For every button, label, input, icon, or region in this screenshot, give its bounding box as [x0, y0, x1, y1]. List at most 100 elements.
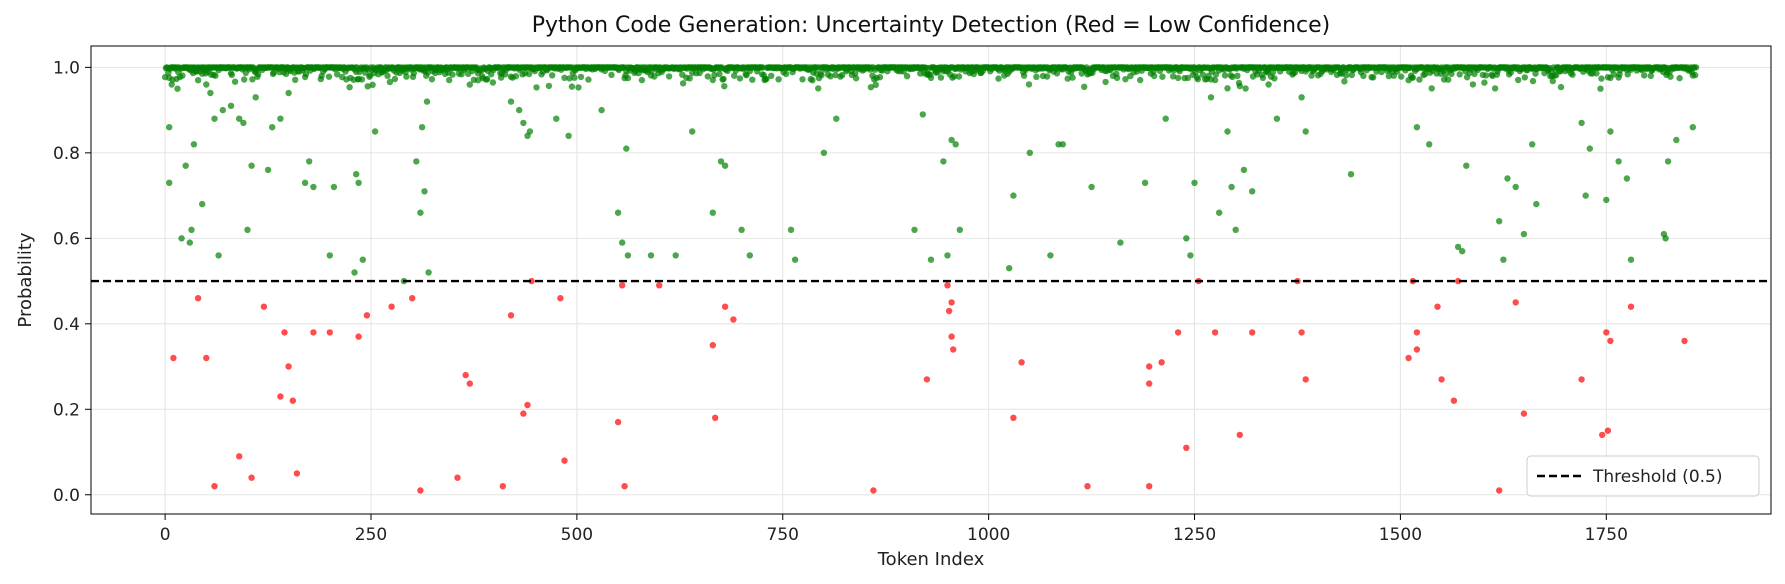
data-point-high: [1043, 73, 1051, 80]
data-point-low: [621, 483, 628, 490]
data-point-low: [211, 483, 218, 490]
data-point-high: [371, 128, 379, 135]
data-point-high: [1236, 82, 1244, 90]
data-point-low: [1211, 329, 1219, 336]
data-point-high: [1481, 79, 1488, 86]
data-point-high: [512, 73, 520, 80]
data-point-high: [231, 78, 239, 85]
data-point-low: [277, 393, 284, 400]
data-point-high: [852, 70, 859, 77]
data-point-high: [955, 73, 963, 80]
data-point-low: [619, 282, 626, 289]
data-point-high: [1385, 72, 1393, 80]
data-point-high: [1624, 71, 1631, 78]
data-point-low: [1010, 414, 1017, 421]
data-point-low: [524, 401, 531, 409]
data-point-high: [1122, 76, 1129, 83]
data-point-low: [310, 329, 317, 336]
data-point-low: [409, 295, 416, 302]
data-point-low: [520, 410, 527, 417]
data-point-high: [186, 239, 193, 246]
data-point-high: [525, 70, 533, 78]
data-point-high: [689, 128, 696, 135]
data-point-high: [1347, 171, 1355, 178]
data-point-low: [507, 312, 515, 319]
data-point-high: [1597, 85, 1604, 92]
data-point-high: [346, 84, 353, 91]
data-point-high: [1224, 128, 1231, 135]
data-point-high: [1047, 252, 1054, 259]
data-point-low: [1434, 303, 1441, 310]
data-point-high: [423, 98, 431, 105]
data-point-high: [1069, 74, 1076, 81]
data-point-high: [872, 81, 879, 89]
data-point-high: [940, 158, 947, 165]
data-point-high: [474, 77, 482, 84]
data-point-low: [1302, 376, 1309, 383]
data-point-high: [533, 84, 540, 91]
data-point-high: [665, 73, 673, 80]
data-point-low: [1627, 303, 1635, 310]
data-point-high: [228, 71, 235, 79]
data-point-high: [355, 179, 362, 186]
data-point-high: [1199, 71, 1207, 78]
data-point-high: [1088, 183, 1095, 191]
data-point-low: [326, 329, 333, 336]
data-point-low: [1520, 410, 1528, 417]
data-point-high: [252, 94, 259, 101]
data-point-high: [1520, 230, 1528, 238]
data-point-low: [499, 483, 506, 490]
data-point-low: [561, 457, 568, 464]
data-point-high: [876, 74, 884, 81]
data-point-high: [1413, 124, 1421, 131]
data-point-high: [384, 72, 391, 80]
data-point-high: [1500, 256, 1507, 263]
data-point-high: [178, 235, 185, 242]
data-point-high: [240, 119, 247, 127]
data-point-high: [775, 76, 782, 83]
data-point-high: [1416, 76, 1423, 83]
data-point-high: [358, 76, 366, 83]
x-tick-label: 1750: [1585, 525, 1628, 545]
data-point-high: [182, 162, 189, 169]
data-point-high: [1607, 128, 1614, 135]
data-point-high: [577, 73, 585, 81]
data-point-high: [738, 226, 745, 233]
data-point-high: [1221, 72, 1229, 79]
data-point-high: [425, 269, 432, 276]
data-point-high: [1240, 166, 1248, 174]
data-point-low: [1578, 376, 1585, 383]
data-point-low: [656, 282, 663, 289]
data-point-high: [168, 81, 175, 88]
data-point-high: [1496, 218, 1503, 225]
data-point-high: [1232, 226, 1239, 233]
data-point-high: [194, 77, 202, 84]
data-point-high: [1662, 235, 1669, 242]
data-point-high: [1533, 200, 1540, 208]
data-point-low: [923, 376, 931, 383]
data-point-high: [449, 71, 456, 78]
data-point-high: [763, 75, 770, 83]
data-point-high: [1647, 72, 1655, 80]
data-point-high: [403, 73, 410, 80]
data-point-high: [944, 252, 951, 259]
data-point-high: [704, 73, 711, 80]
data-point-low: [1438, 376, 1445, 383]
data-point-low: [417, 487, 424, 494]
data-point-high: [1183, 235, 1190, 242]
data-point-high: [638, 76, 646, 84]
data-point-high: [1482, 72, 1490, 79]
data-point-high: [1269, 69, 1277, 76]
data-point-high: [624, 252, 632, 259]
data-point-high: [418, 124, 426, 131]
data-point-high: [1026, 149, 1034, 156]
data-point-high: [1229, 73, 1236, 81]
data-point-high: [203, 81, 210, 88]
data-point-high: [1341, 78, 1348, 85]
data-point-high: [749, 76, 756, 83]
data-point-high: [1271, 75, 1278, 82]
data-point-high: [1641, 72, 1648, 79]
data-point-high: [799, 76, 806, 83]
data-point-high: [1459, 248, 1466, 255]
legend-box: [1526, 455, 1760, 497]
